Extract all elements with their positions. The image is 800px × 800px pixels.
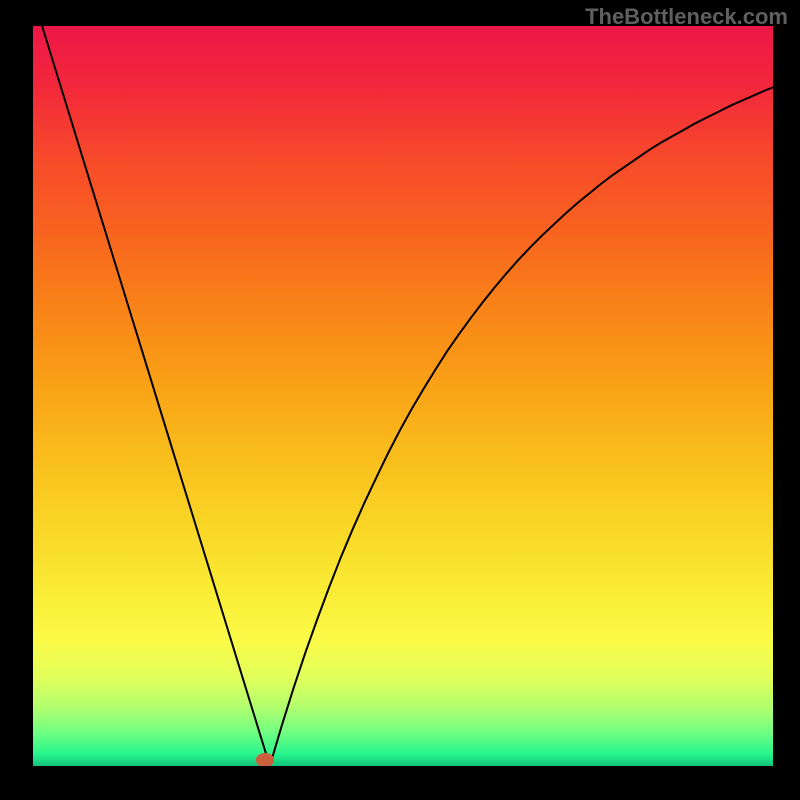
plot-area (33, 26, 773, 766)
gradient-background (33, 26, 773, 766)
plot-svg (33, 26, 773, 766)
chart-container: TheBottleneck.com (0, 0, 800, 800)
watermark-text: TheBottleneck.com (585, 4, 788, 30)
optimum-marker (256, 753, 274, 766)
